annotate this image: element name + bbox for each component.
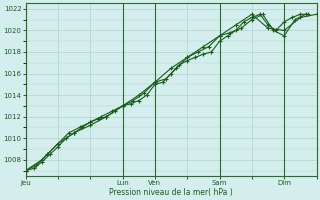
- X-axis label: Pression niveau de la mer( hPa ): Pression niveau de la mer( hPa ): [109, 188, 233, 197]
